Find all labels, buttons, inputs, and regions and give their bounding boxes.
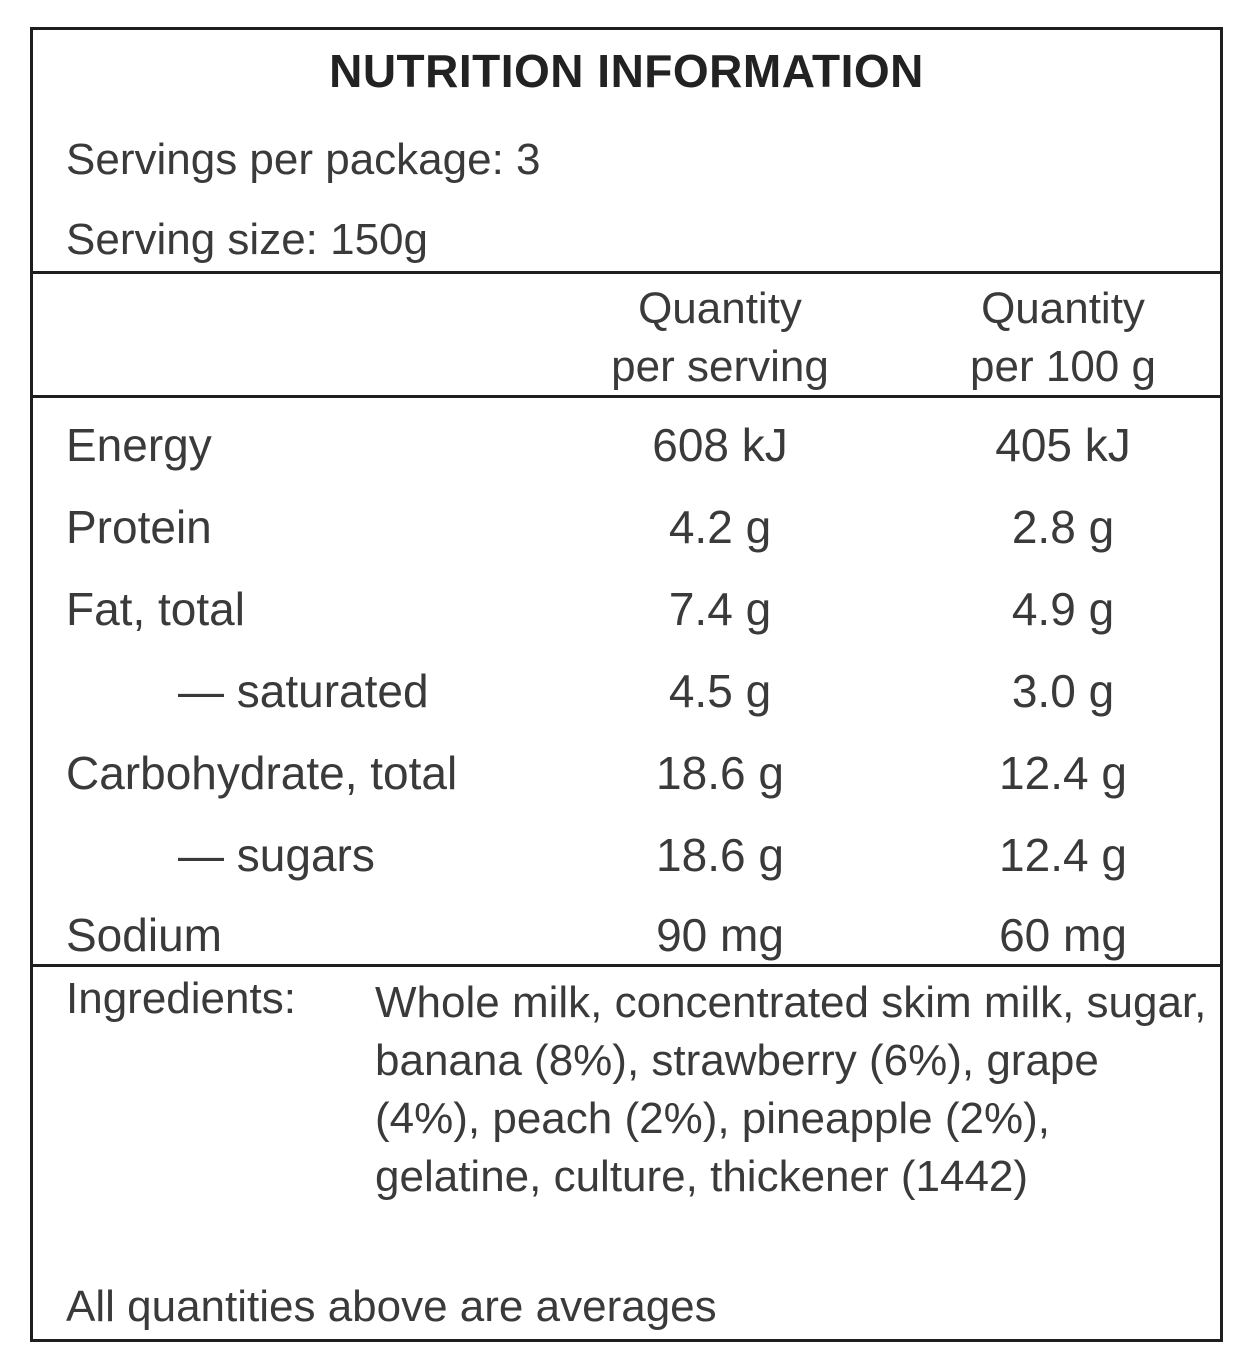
averages-note: All quantities above are averages [66, 1282, 717, 1331]
ingredients-text: Whole milk, concentrated skim milk, suga… [375, 978, 1207, 1201]
nutrient-label: Energy [66, 419, 212, 471]
per-100g-value: 3.0 g [1011, 665, 1115, 717]
nutrient-row-protein: Protein 4.2 g 2.8 g [33, 500, 1220, 580]
per-serving-value: 4.2 g [668, 501, 772, 553]
column-header-line: Quantity [981, 284, 1145, 333]
nutrient-row-fat-total: Fat, total 7.4 g 4.9 g [33, 582, 1220, 662]
per-100g-value: 405 kJ [995, 419, 1131, 471]
nutrient-label: Carbohydrate, total [66, 747, 458, 799]
panel-title: NUTRITION INFORMATION [329, 45, 924, 97]
per-serving-value: 7.4 g [668, 583, 772, 635]
nutrient-label: Fat, total [66, 583, 245, 635]
column-header-line: per 100 g [970, 342, 1156, 391]
per-100g-value: 12.4 g [999, 829, 1127, 881]
column-header-per-100g: Quantity per 100 g [903, 280, 1223, 396]
nutrient-label: Protein [66, 501, 212, 553]
per-serving-value: 4.5 g [668, 665, 772, 717]
per-serving-value: 90 mg [656, 909, 784, 961]
nutrient-row-saturated: — saturated 4.5 g 3.0 g [33, 664, 1220, 744]
nutrient-row-sugars: — sugars 18.6 g 12.4 g [33, 828, 1220, 908]
nutrient-label: Sodium [66, 909, 222, 961]
nutrient-label: — saturated [178, 665, 429, 717]
ingredients-label: Ingredients: [66, 974, 296, 1023]
header-divider [33, 271, 1220, 274]
nutrient-row-sodium: Sodium 90 mg 60 mg [33, 908, 1220, 988]
column-header-line: per serving [611, 342, 829, 391]
column-header-line: Quantity [638, 284, 802, 333]
ingredients-divider [33, 964, 1220, 967]
per-100g-value: 2.8 g [1011, 501, 1115, 553]
servings-per-package: Servings per package: 3 [66, 135, 541, 184]
per-100g-value: 4.9 g [1011, 583, 1115, 635]
nutrition-panel: NUTRITION INFORMATION Servings per packa… [30, 27, 1223, 1342]
nutrient-label: — sugars [178, 829, 375, 881]
per-100g-value: 60 mg [999, 909, 1127, 961]
per-serving-value: 18.6 g [656, 747, 784, 799]
column-header-per-serving: Quantity per serving [560, 280, 880, 396]
per-100g-value: 12.4 g [999, 747, 1127, 799]
per-serving-value: 18.6 g [656, 829, 784, 881]
serving-size: Serving size: 150g [66, 215, 428, 264]
nutrient-row-carbohydrate-total: Carbohydrate, total 18.6 g 12.4 g [33, 746, 1220, 826]
per-serving-value: 608 kJ [652, 419, 788, 471]
nutrient-row-energy: Energy 608 kJ 405 kJ [33, 418, 1220, 498]
table-top-divider [33, 395, 1220, 398]
